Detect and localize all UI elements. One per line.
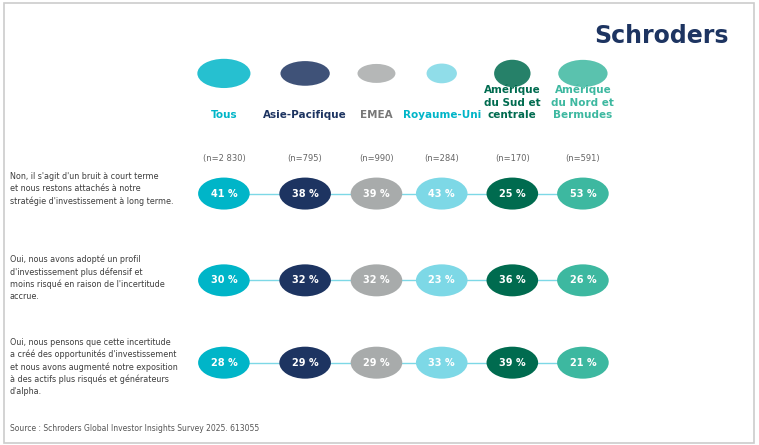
Ellipse shape [416, 347, 468, 379]
Ellipse shape [559, 60, 608, 87]
Text: 32 %: 32 % [291, 275, 319, 285]
Ellipse shape [487, 264, 538, 296]
Ellipse shape [351, 264, 402, 296]
Ellipse shape [487, 347, 538, 379]
Text: Non, il s'agit d'un bruit à court terme
et nous restons attachés à notre
stratég: Non, il s'agit d'un bruit à court terme … [10, 173, 173, 206]
Ellipse shape [416, 178, 468, 210]
Text: 23 %: 23 % [428, 275, 455, 285]
Text: (n=591): (n=591) [565, 154, 600, 162]
Ellipse shape [416, 264, 468, 296]
Text: 32 %: 32 % [363, 275, 390, 285]
Text: 41 %: 41 % [210, 189, 238, 198]
Ellipse shape [487, 178, 538, 210]
Ellipse shape [494, 60, 531, 87]
Text: 30 %: 30 % [210, 275, 238, 285]
Text: 25 %: 25 % [499, 189, 526, 198]
Text: (n=284): (n=284) [424, 154, 459, 162]
Text: EMEA: EMEA [361, 110, 392, 120]
Text: Amérique
du Sud et
centrale: Amérique du Sud et centrale [484, 85, 540, 120]
Text: Oui, nous avons adopté un profil
d'investissement plus défensif et
moins risqué : Oui, nous avons adopté un profil d'inves… [10, 255, 165, 301]
Text: (n=990): (n=990) [359, 154, 394, 162]
Ellipse shape [279, 264, 331, 296]
Text: Asie-Pacifique: Asie-Pacifique [263, 110, 347, 120]
Text: 28 %: 28 % [210, 358, 238, 368]
Text: Tous: Tous [210, 110, 238, 120]
Text: (n=795): (n=795) [288, 154, 323, 162]
Text: (n=170): (n=170) [495, 154, 530, 162]
Text: 43 %: 43 % [428, 189, 455, 198]
Text: 39 %: 39 % [363, 189, 390, 198]
Text: Schroders: Schroders [594, 24, 729, 49]
Ellipse shape [557, 178, 609, 210]
Ellipse shape [281, 61, 330, 86]
Ellipse shape [279, 178, 331, 210]
Ellipse shape [427, 64, 457, 83]
Text: 21 %: 21 % [569, 358, 597, 368]
Text: Amérique
du Nord et
Bermudes: Amérique du Nord et Bermudes [552, 85, 614, 120]
Text: 53 %: 53 % [569, 189, 597, 198]
Text: 33 %: 33 % [428, 358, 455, 368]
Text: 38 %: 38 % [291, 189, 319, 198]
Ellipse shape [557, 264, 609, 296]
Text: (n=2 830): (n=2 830) [203, 154, 245, 162]
Text: 36 %: 36 % [499, 275, 526, 285]
Text: 26 %: 26 % [569, 275, 597, 285]
Ellipse shape [351, 347, 402, 379]
Ellipse shape [197, 59, 250, 88]
Ellipse shape [557, 347, 609, 379]
Text: 29 %: 29 % [291, 358, 319, 368]
Text: Oui, nous pensons que cette incertitude
a créé des opportunités d'investissement: Oui, nous pensons que cette incertitude … [10, 338, 178, 396]
Ellipse shape [279, 347, 331, 379]
Text: Source : Schroders Global Investor Insights Survey 2025. 613055: Source : Schroders Global Investor Insig… [10, 424, 259, 433]
Ellipse shape [357, 64, 395, 83]
Ellipse shape [351, 178, 402, 210]
Text: 29 %: 29 % [363, 358, 390, 368]
Text: 39 %: 39 % [499, 358, 526, 368]
Text: Royaume-Uni: Royaume-Uni [402, 110, 481, 120]
Ellipse shape [198, 178, 250, 210]
Ellipse shape [198, 264, 250, 296]
Ellipse shape [198, 347, 250, 379]
